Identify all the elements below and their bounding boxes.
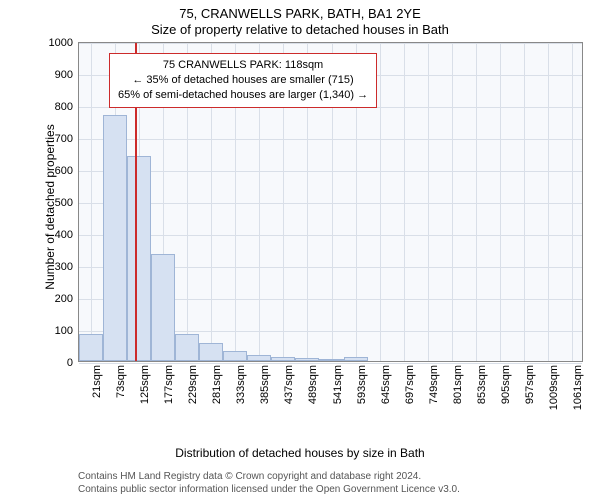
- histogram-bar: [103, 115, 127, 361]
- x-gridline: [476, 43, 477, 361]
- histogram-bar: [223, 351, 247, 361]
- y-gridline: [79, 203, 582, 204]
- y-tick-label: 800: [55, 101, 73, 113]
- histogram-bar: [271, 357, 295, 361]
- x-gridline: [380, 43, 381, 361]
- histogram-bar: [295, 358, 319, 361]
- chart-plot-area: 0100200300400500600700800900100021sqm73s…: [78, 42, 583, 362]
- y-gridline: [79, 363, 582, 364]
- attribution-footer: Contains HM Land Registry data © Crown c…: [78, 470, 460, 496]
- x-gridline: [91, 43, 92, 361]
- histogram-bar: [175, 334, 199, 361]
- y-tick-label: 700: [55, 133, 73, 145]
- y-tick-label: 900: [55, 69, 73, 81]
- x-tick-label: 437sqm: [283, 365, 295, 404]
- callout-line-3: 65% of semi-detached houses are larger (…: [118, 88, 368, 103]
- y-tick-label: 200: [55, 293, 73, 305]
- x-tick-label: 125sqm: [139, 365, 151, 404]
- x-gridline: [452, 43, 453, 361]
- x-tick-label: 21sqm: [91, 365, 103, 398]
- callout-line-2: ← 35% of detached houses are smaller (71…: [118, 73, 368, 88]
- x-tick-label: 801sqm: [452, 365, 464, 404]
- title-line-2: Size of property relative to detached ho…: [0, 22, 600, 37]
- x-tick-label: 1061sqm: [572, 365, 584, 410]
- footer-line-2: Contains public sector information licen…: [78, 483, 460, 496]
- x-tick-label: 489sqm: [307, 365, 319, 404]
- y-tick-label: 500: [55, 197, 73, 209]
- y-tick-label: 0: [67, 357, 73, 369]
- y-gridline: [79, 171, 582, 172]
- x-tick-label: 593sqm: [356, 365, 368, 404]
- x-axis-label: Distribution of detached houses by size …: [0, 446, 600, 460]
- x-tick-label: 541sqm: [332, 365, 344, 404]
- marker-callout: 75 CRANWELLS PARK: 118sqm ← 35% of detac…: [109, 53, 377, 108]
- x-tick-label: 281sqm: [211, 365, 223, 404]
- x-gridline: [548, 43, 549, 361]
- x-tick-label: 73sqm: [115, 365, 127, 398]
- histogram-bar: [199, 343, 223, 361]
- histogram-bar: [151, 254, 175, 361]
- x-tick-label: 645sqm: [380, 365, 392, 404]
- footer-line-1: Contains HM Land Registry data © Crown c…: [78, 470, 460, 483]
- histogram-bar: [79, 334, 103, 361]
- x-tick-label: 385sqm: [259, 365, 271, 404]
- x-tick-label: 333sqm: [235, 365, 247, 404]
- y-tick-label: 300: [55, 261, 73, 273]
- x-tick-label: 229sqm: [187, 365, 199, 404]
- title-line-1: 75, CRANWELLS PARK, BATH, BA1 2YE: [0, 6, 600, 21]
- histogram-bar: [319, 359, 343, 361]
- histogram-bar: [127, 156, 151, 361]
- y-tick-label: 100: [55, 325, 73, 337]
- y-gridline: [79, 139, 582, 140]
- callout-line-1: 75 CRANWELLS PARK: 118sqm: [118, 58, 368, 73]
- x-gridline: [572, 43, 573, 361]
- x-gridline: [500, 43, 501, 361]
- y-gridline: [79, 43, 582, 44]
- x-tick-label: 697sqm: [404, 365, 416, 404]
- y-tick-label: 600: [55, 165, 73, 177]
- x-tick-label: 957sqm: [524, 365, 536, 404]
- x-gridline: [404, 43, 405, 361]
- x-tick-label: 905sqm: [500, 365, 512, 404]
- histogram-bar: [344, 357, 368, 361]
- y-tick-label: 400: [55, 229, 73, 241]
- x-tick-label: 1009sqm: [548, 365, 560, 410]
- x-gridline: [428, 43, 429, 361]
- x-tick-label: 853sqm: [476, 365, 488, 404]
- x-gridline: [524, 43, 525, 361]
- x-tick-label: 177sqm: [163, 365, 175, 404]
- x-tick-label: 749sqm: [428, 365, 440, 404]
- y-gridline: [79, 235, 582, 236]
- y-tick-label: 1000: [49, 37, 73, 49]
- histogram-bar: [247, 355, 271, 361]
